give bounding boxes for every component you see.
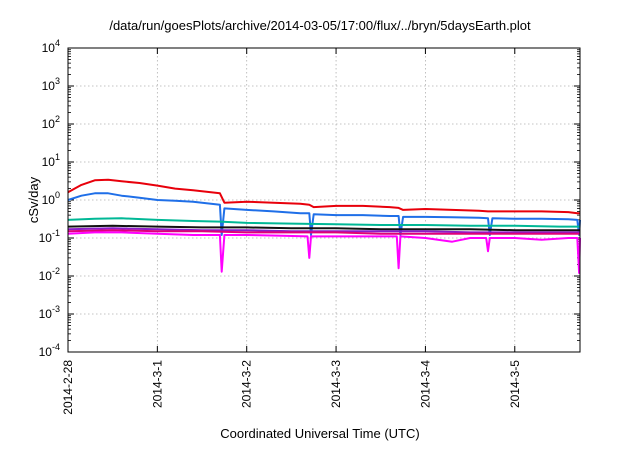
- y-tick-label-base: 10: [39, 269, 53, 283]
- y-tick-label: 104: [42, 38, 60, 55]
- y-tick-label-exponent: 3: [55, 76, 60, 86]
- x-tick-label: 2014-3-3: [329, 360, 343, 408]
- y-tick-label: 10-4: [39, 342, 60, 359]
- y-tick-label-base: 10: [42, 155, 56, 169]
- x-tick-label: 2014-2-28: [61, 360, 75, 415]
- series-line-7: [67, 231, 581, 274]
- y-tick-label: 102: [42, 114, 60, 131]
- y-tick-label-base: 10: [42, 117, 56, 131]
- y-tick-label-base: 10: [42, 41, 56, 55]
- series-line-6: [67, 229, 580, 235]
- y-tick-label-exponent: -2: [52, 266, 60, 276]
- series-line-3: [67, 217, 580, 228]
- y-tick-label-base: 10: [39, 307, 53, 321]
- series-line-1: [67, 178, 580, 215]
- y-tick-label-base: 10: [39, 345, 53, 359]
- y-tick-label-exponent: 2: [55, 114, 60, 124]
- y-tick-label-exponent: 1: [55, 152, 60, 162]
- y-tick-label-exponent: -3: [52, 304, 60, 314]
- y-tick-label-exponent: -4: [52, 342, 60, 352]
- y-tick-label-exponent: 4: [55, 38, 60, 48]
- series-line-2: [67, 192, 581, 236]
- series-line-4: [67, 224, 580, 232]
- x-tick-label: 2014-3-1: [150, 360, 164, 408]
- y-tick-label-exponent: -1: [52, 228, 60, 238]
- y-tick-label: 101: [42, 152, 60, 169]
- x-tick-label: 2014-3-5: [508, 360, 522, 408]
- y-tick-label: 10-2: [39, 266, 60, 283]
- y-tick-label: 10-3: [39, 304, 60, 321]
- y-tick-label: 100: [42, 190, 60, 207]
- series-line-5: [67, 227, 580, 234]
- plot-frame: [67, 47, 581, 353]
- x-tick-label: 2014-3-2: [240, 360, 254, 408]
- y-tick-label: 103: [42, 76, 60, 93]
- y-tick-label-base: 10: [39, 231, 53, 245]
- y-axis-title: cSv/day: [26, 176, 41, 223]
- x-axis-title: Coordinated Universal Time (UTC): [220, 426, 420, 441]
- chart-title: /data/run/goesPlots/archive/2014-03-05/1…: [109, 18, 531, 33]
- y-tick-label-base: 10: [42, 193, 56, 207]
- x-tick-label: 2014-3-4: [418, 360, 432, 408]
- y-tick-label: 10-1: [39, 228, 60, 245]
- y-tick-label-base: 10: [42, 79, 56, 93]
- y-tick-label-exponent: 0: [55, 190, 60, 200]
